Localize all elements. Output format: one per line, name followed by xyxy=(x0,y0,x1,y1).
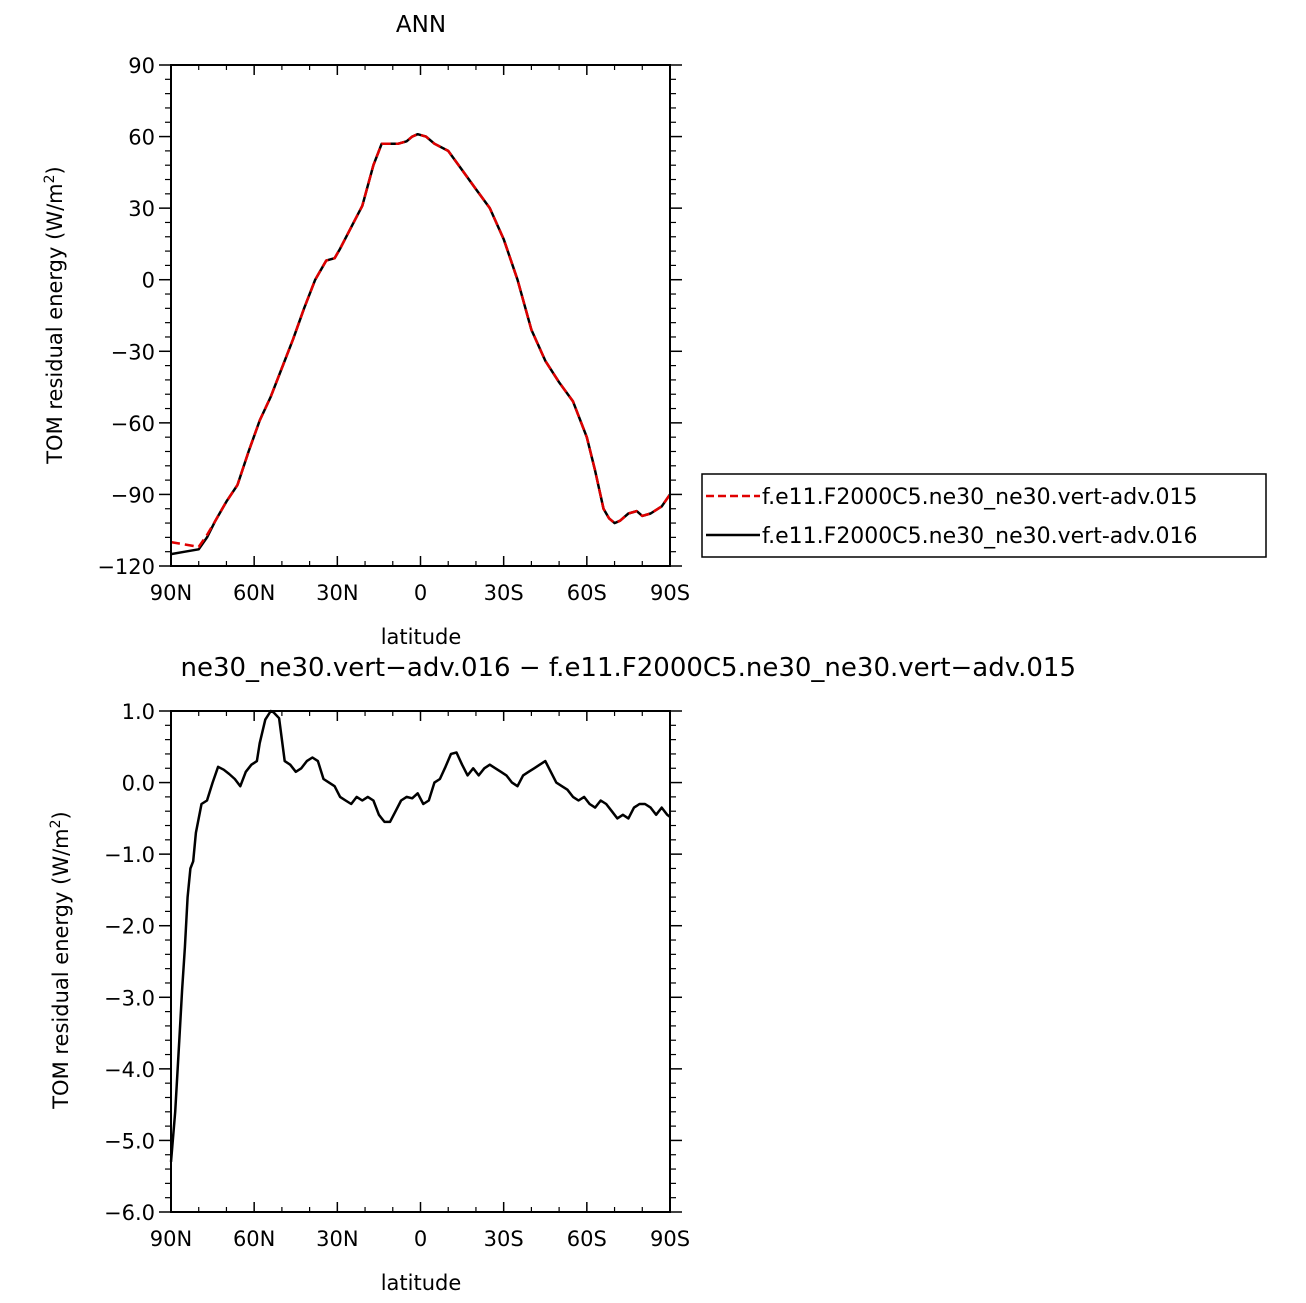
bottom-panel: ne30_ne30.vert−adv.016 − f.e11.F2000C5.n… xyxy=(48,653,1076,1295)
y-tick-label: 0 xyxy=(142,269,155,293)
y-tick-label: 0.0 xyxy=(122,772,155,796)
y-tick-label: 1.0 xyxy=(122,700,155,724)
y-tick-label: 90 xyxy=(128,54,155,78)
bottom-series xyxy=(169,709,671,1163)
top-x-axis-label: latitude xyxy=(381,625,462,649)
x-tick-label: 60S xyxy=(567,581,607,605)
series-line-1 xyxy=(170,132,672,549)
x-tick-label: 90N xyxy=(150,1227,192,1251)
legend-box xyxy=(701,473,1267,558)
y-tick-label: −1.0 xyxy=(104,843,155,867)
x-tick-label: 30S xyxy=(484,581,524,605)
y-tick-label: −5.0 xyxy=(104,1129,155,1153)
x-tick-label: 0 xyxy=(414,581,427,605)
bottom-x-axis-label: latitude xyxy=(381,1271,462,1295)
bottom-plot-frame xyxy=(170,710,671,1213)
y-tick-label: −6.0 xyxy=(104,1201,155,1225)
x-tick-label: 30N xyxy=(316,581,358,605)
y-tick-label: −3.0 xyxy=(104,986,155,1010)
y-tick-label: 30 xyxy=(128,197,155,221)
x-tick-label: 90N xyxy=(150,581,192,605)
x-tick-label: 60S xyxy=(567,1227,607,1251)
bottom-tick-labels: 90N 60N 30N 0 30S 60S 90S −6.0 −5.0 −4.0 −3.0 −2.0 −… xyxy=(104,700,690,1251)
y-tick-label: −90 xyxy=(111,483,155,507)
y-tick-label: −60 xyxy=(111,412,155,436)
top-title: ANN xyxy=(396,12,446,38)
bottom-y-axis-label: TOM residual energy (W/m2) xyxy=(48,811,73,1110)
x-tick-label: 0 xyxy=(414,1227,427,1251)
x-tick-label: 90S xyxy=(650,1227,690,1251)
bottom-axis-ticks xyxy=(159,710,682,1213)
series-line-2 xyxy=(170,132,672,556)
x-tick-label: 30N xyxy=(316,1227,358,1251)
legend-label-series-1: f.e11.F2000C5.ne30_ne30.vert-adv.015 xyxy=(762,485,1198,510)
bottom-title: ne30_ne30.vert−adv.016 − f.e11.F2000C5.n… xyxy=(180,653,1076,683)
top-y-axis-label: TOM residual energy (W/m2) xyxy=(42,166,67,465)
series-line-1 xyxy=(169,709,671,1163)
top-series xyxy=(170,132,672,556)
y-tick-label: 60 xyxy=(128,126,155,150)
top-tick-labels: 90N 60N 30N 0 30S 60S 90S −120 −90 −60 −30 0 30 60 90 xyxy=(97,54,690,605)
legend-label-series-2: f.e11.F2000C5.ne30_ne30.vert-adv.016 xyxy=(762,524,1198,549)
y-tick-label: −120 xyxy=(97,555,155,579)
top-panel: ANN 90N 60N 30N 0 30S 60S 90S −120 −90 −60 −30 0 30 6… xyxy=(42,12,1267,649)
y-tick-label: −30 xyxy=(111,340,155,364)
top-plot-frame xyxy=(170,64,671,567)
legend: f.e11.F2000C5.ne30_ne30.vert-adv.015 f.e… xyxy=(701,473,1267,558)
x-tick-label: 90S xyxy=(650,581,690,605)
y-tick-label: −2.0 xyxy=(104,915,155,939)
x-tick-label: 30S xyxy=(484,1227,524,1251)
x-tick-label: 60N xyxy=(233,1227,275,1251)
top-axis-ticks xyxy=(159,64,682,567)
x-tick-label: 60N xyxy=(233,581,275,605)
y-tick-label: −4.0 xyxy=(104,1058,155,1082)
